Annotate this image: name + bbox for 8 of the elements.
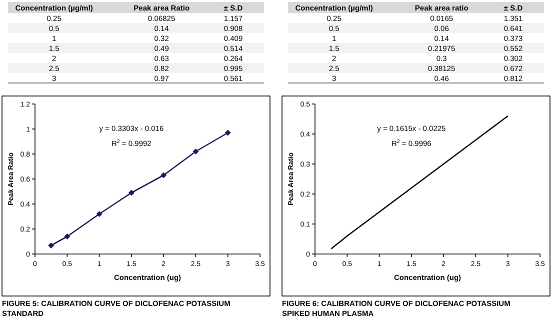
point [128, 190, 134, 196]
point [96, 211, 102, 217]
point [160, 172, 167, 178]
line-series [330, 115, 509, 250]
point [64, 234, 70, 240]
point [192, 148, 199, 154]
point [48, 242, 54, 248]
point [224, 130, 231, 136]
